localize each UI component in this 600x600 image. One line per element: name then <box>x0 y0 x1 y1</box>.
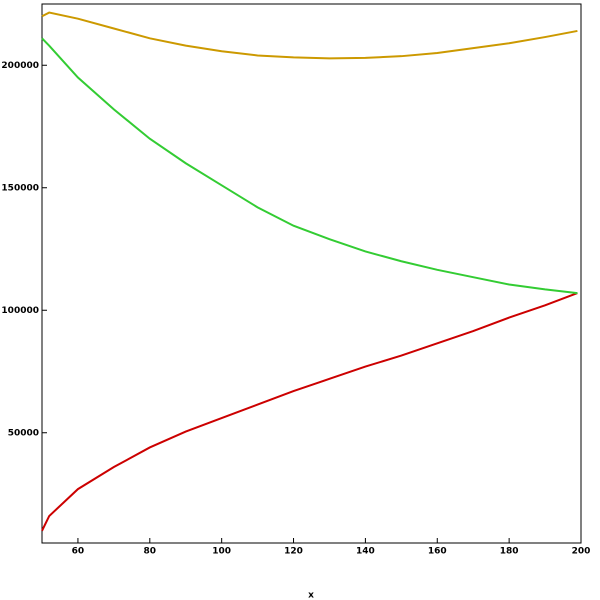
y-tick-label: 100000 <box>1 306 39 316</box>
x-axis-label: x <box>308 591 314 600</box>
x-tick-label: 200 <box>572 547 591 557</box>
series-line <box>41 292 578 532</box>
x-tick-label: 100 <box>212 547 231 557</box>
x-tick-label: 120 <box>284 547 303 557</box>
y-tick-label: 200000 <box>1 61 39 71</box>
x-tick-label: 80 <box>144 547 157 557</box>
x-tick-label: 60 <box>72 547 85 557</box>
y-tick-label: 150000 <box>1 183 39 193</box>
x-tick-label: 140 <box>356 547 375 557</box>
x-tick-label: 160 <box>428 547 447 557</box>
y-tick-label: 50000 <box>8 428 39 438</box>
series-line <box>41 37 578 295</box>
plot-frame <box>41 3 582 544</box>
x-tick-label: 180 <box>500 547 519 557</box>
series-line <box>41 11 578 60</box>
